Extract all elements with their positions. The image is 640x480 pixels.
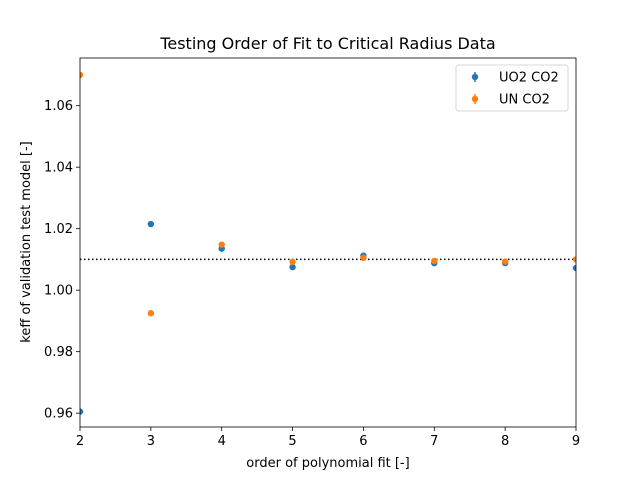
x-axis-label: order of polynomial fit [-] xyxy=(246,456,409,471)
chart-title: Testing Order of Fit to Critical Radius … xyxy=(159,34,495,53)
data-point-series-1-x-3 xyxy=(147,220,155,228)
y-tick-label-5: 1.06 xyxy=(44,99,73,114)
data-point-series-1-x-2 xyxy=(80,408,84,415)
legend-label-2: UN CO2 xyxy=(499,93,550,108)
legend-marker-2 xyxy=(471,95,479,103)
legend-box xyxy=(455,64,569,112)
y-tick-label-2: 1.00 xyxy=(44,284,73,299)
data-point-series-2-x-7 xyxy=(431,257,438,265)
data-point-series-2-x-9 xyxy=(572,256,576,263)
data-point-series-1-x-5 xyxy=(289,263,296,271)
y-axis-label: keff of validation test model [-] xyxy=(19,141,34,343)
x-tick-label-7: 7 xyxy=(430,434,438,449)
data-point-series-1-x-9 xyxy=(572,264,576,272)
data-markers xyxy=(80,71,576,415)
x-tick-label-6: 6 xyxy=(359,434,367,449)
data-point-series-2-x-8 xyxy=(501,258,509,265)
data-point-series-2-x-2 xyxy=(80,71,84,79)
x-tick-label-3: 3 xyxy=(147,434,155,449)
y-tick-label-3: 1.02 xyxy=(44,222,73,237)
y-tick-label-0: 0.96 xyxy=(44,407,73,422)
legend-marker-1 xyxy=(471,73,479,81)
data-point-series-2-x-6 xyxy=(360,254,367,262)
x-tick-label-5: 5 xyxy=(288,434,296,449)
data-point-series-2-x-4 xyxy=(218,241,225,248)
data-point-series-2-x-3 xyxy=(147,310,155,317)
x-tick-label-4: 4 xyxy=(218,434,226,449)
y-tick-label-1: 0.98 xyxy=(44,345,73,360)
x-tick-label-2: 2 xyxy=(76,434,84,449)
y-tick-label-4: 1.04 xyxy=(44,161,73,176)
x-tick-label-9: 9 xyxy=(572,434,580,449)
data-point-series-2-x-5 xyxy=(289,258,296,266)
legend-label-1: UO2 CO2 xyxy=(499,71,559,86)
plot-area: 2 3 4 5 6 7 8 9 0.96 0.98 1.00 1.02 1.04 1.06 xyxy=(44,57,580,449)
legend: UO2 CO2 UN CO2 xyxy=(455,64,569,112)
x-tick-label-8: 8 xyxy=(501,434,509,449)
axes-frame xyxy=(79,57,577,428)
